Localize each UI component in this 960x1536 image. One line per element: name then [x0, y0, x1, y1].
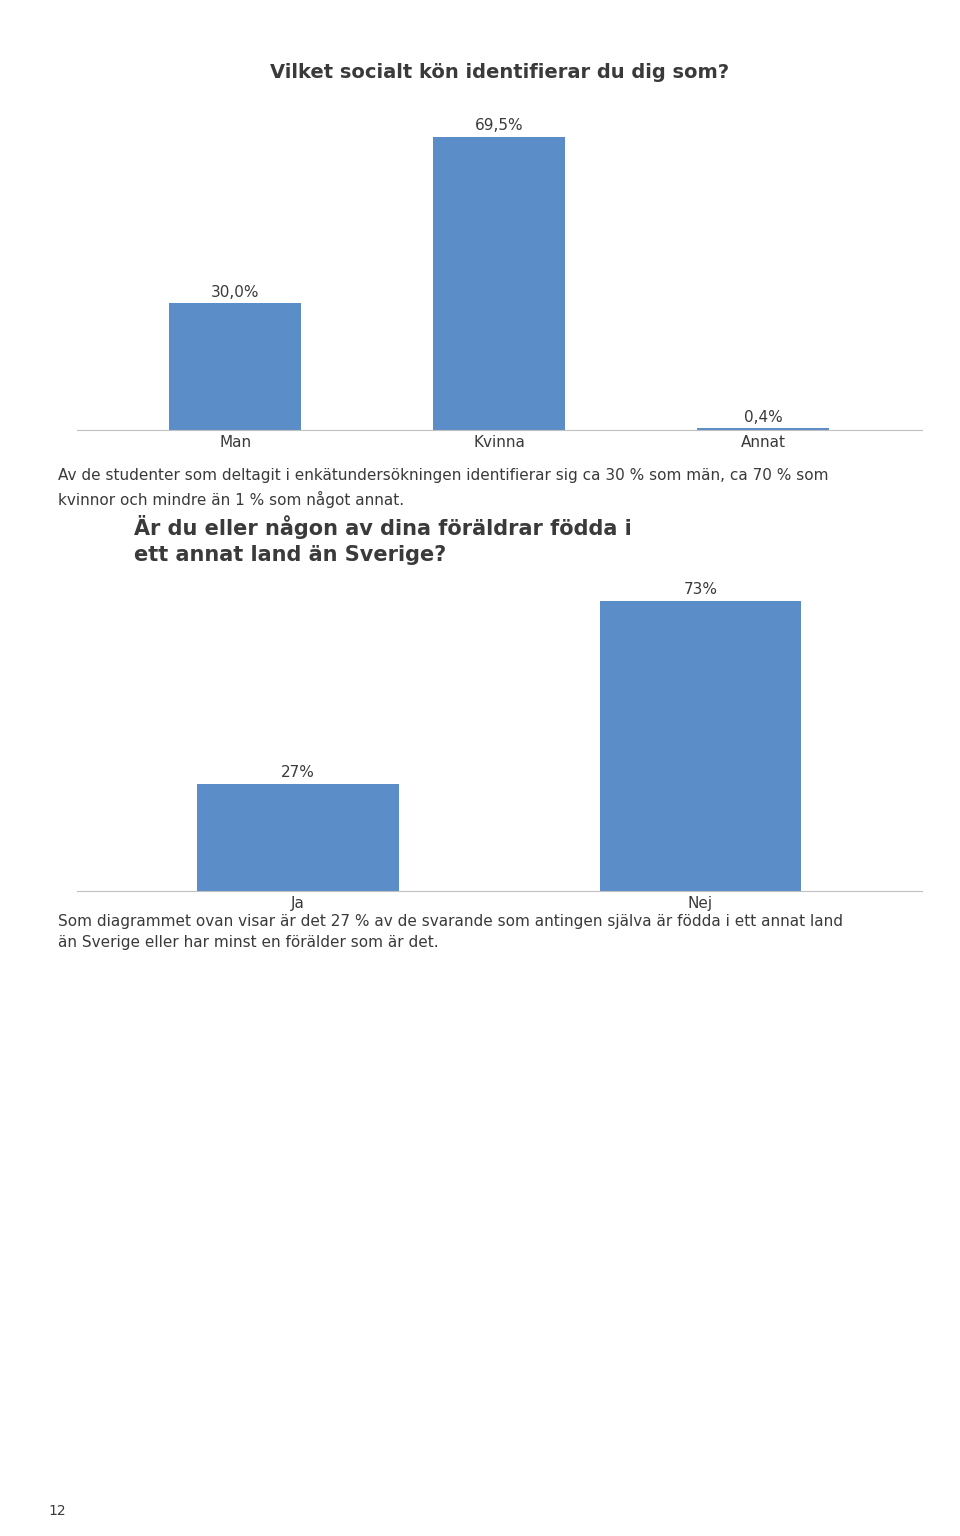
- Bar: [600, 601, 801, 891]
- Text: 30,0%: 30,0%: [211, 286, 259, 300]
- Title: Vilket socialt kön identifierar du dig som?: Vilket socialt kön identifierar du dig s…: [270, 63, 729, 83]
- Text: 27%: 27%: [281, 765, 315, 780]
- Text: 12: 12: [48, 1504, 65, 1518]
- Text: Är du eller någon av dina föräldrar födda i
ett annat land än Sverige?: Är du eller någon av dina föräldrar född…: [134, 515, 632, 565]
- Text: 73%: 73%: [684, 582, 717, 596]
- Text: Som diagrammet ovan visar är det 27 % av de svarande som antingen själva är född: Som diagrammet ovan visar är det 27 % av…: [58, 914, 843, 949]
- Text: 0,4%: 0,4%: [744, 410, 782, 425]
- Bar: [433, 137, 565, 430]
- Bar: [697, 429, 829, 430]
- Bar: [198, 783, 398, 891]
- Text: 69,5%: 69,5%: [475, 118, 523, 134]
- Bar: [169, 304, 301, 430]
- Text: Av de studenter som deltagit i enkätundersökningen identifierar sig ca 30 % som : Av de studenter som deltagit i enkätunde…: [58, 468, 828, 507]
